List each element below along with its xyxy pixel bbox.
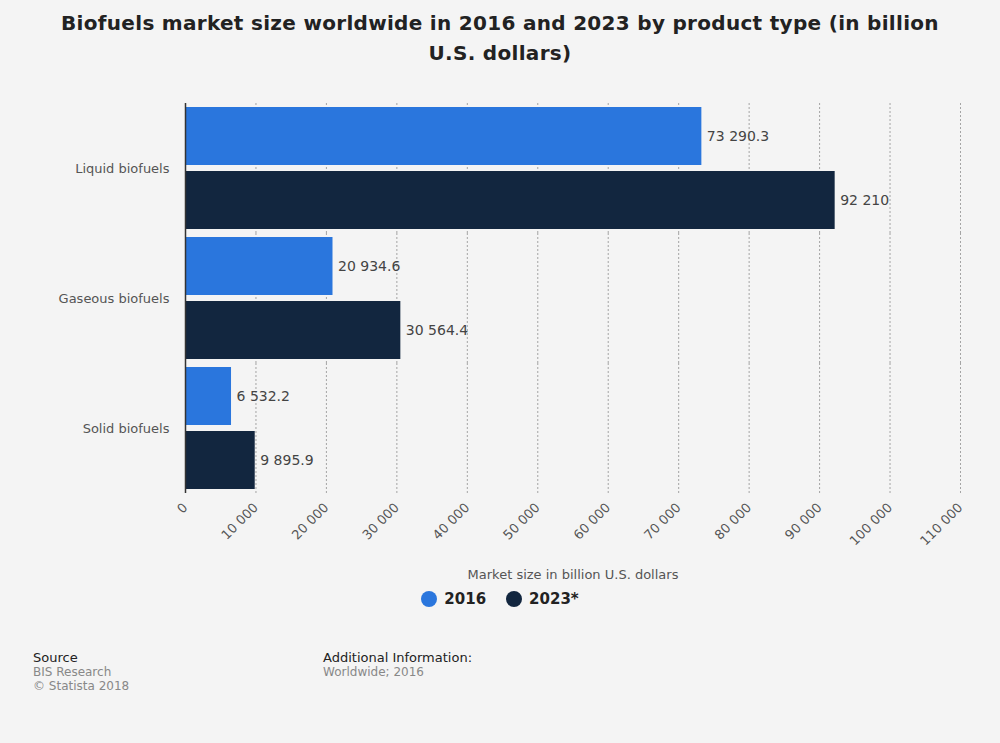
svg-text:90 000: 90 000 <box>782 500 825 543</box>
svg-text:110 000: 110 000 <box>917 500 966 549</box>
svg-text:40 000: 40 000 <box>430 500 473 543</box>
svg-text:80 000: 80 000 <box>711 500 754 543</box>
html-text:Source: Source <box>33 650 78 665</box>
svg-text:9 895.9: 9 895.9 <box>260 452 313 468</box>
html-text:Biofuels market size worldwide: Biofuels market size worldwide in 2016 a… <box>61 11 939 65</box>
svg-text:10 000: 10 000 <box>218 500 261 543</box>
svg-text:20 934.6: 20 934.6 <box>338 258 400 274</box>
svg-text:20 000: 20 000 <box>289 500 332 543</box>
html-text:Additional Information:: Additional Information: <box>323 650 472 665</box>
html-text:© Statista 2018: © Statista 2018 <box>33 679 130 693</box>
svg-text:Gaseous biofuels: Gaseous biofuels <box>59 291 170 306</box>
svg-text:30 564.4: 30 564.4 <box>406 322 468 338</box>
svg-text:Solid biofuels: Solid biofuels <box>83 421 170 436</box>
svg-text:6 532.2: 6 532.2 <box>237 388 290 404</box>
svg-text:70 000: 70 000 <box>641 500 684 543</box>
svg-text:73 290.3: 73 290.3 <box>707 128 769 144</box>
svg-text:Market size in billion U.S. do: Market size in billion U.S. dollars <box>468 567 679 582</box>
svg-text:60 000: 60 000 <box>571 500 614 543</box>
svg-text:100 000: 100 000 <box>846 500 895 549</box>
html-text:Worldwide; 2016: Worldwide; 2016 <box>323 665 424 679</box>
html-text:2016: 2016 <box>444 590 487 608</box>
svg-text:0: 0 <box>174 500 190 516</box>
svg-text:92 210: 92 210 <box>840 192 889 208</box>
svg-text:30 000: 30 000 <box>359 500 402 543</box>
svg-text:Liquid biofuels: Liquid biofuels <box>75 161 170 176</box>
html-text:BIS Research: BIS Research <box>33 665 112 679</box>
html-text:2023*: 2023* <box>529 590 579 608</box>
svg-text:50 000: 50 000 <box>500 500 543 543</box>
